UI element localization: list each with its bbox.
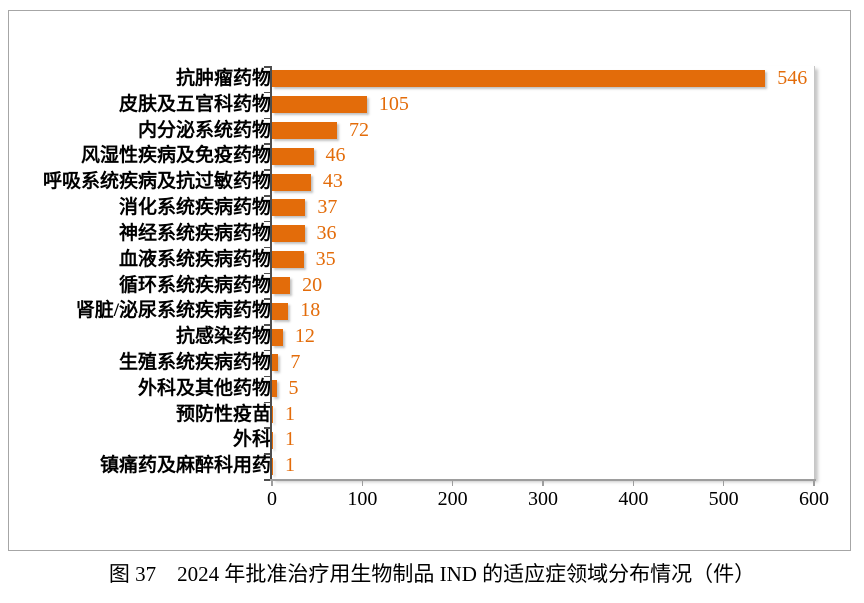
category-axis-labels: 抗肿瘤药物皮肤及五官科药物内分泌系统药物风湿性疾病及免疫药物呼吸系统疾病及抗过敏… bbox=[19, 66, 271, 479]
bar bbox=[272, 96, 367, 114]
bar bbox=[272, 173, 311, 191]
value-label: 18 bbox=[300, 299, 321, 322]
x-axis-tick-label: 200 bbox=[437, 488, 468, 510]
value-label: 37 bbox=[317, 196, 338, 219]
chart-border-box: 抗肿瘤药物皮肤及五官科药物内分泌系统药物风湿性疾病及免疫药物呼吸系统疾病及抗过敏… bbox=[8, 10, 851, 551]
bar bbox=[272, 302, 289, 320]
category-label: 生殖系统疾病药物 bbox=[118, 351, 271, 373]
y-axis-tick bbox=[264, 272, 270, 274]
x-axis-tick-label: 300 bbox=[528, 488, 558, 510]
x-axis-tick bbox=[542, 480, 544, 486]
bar bbox=[272, 251, 304, 269]
y-axis-tick bbox=[264, 375, 270, 378]
y-axis-tick bbox=[264, 117, 270, 120]
value-label: 35 bbox=[315, 247, 336, 270]
y-axis-tick bbox=[264, 401, 270, 404]
bar bbox=[272, 354, 279, 372]
category-label: 神经系统疾病药物 bbox=[118, 222, 271, 244]
x-axis-tick-label: 500 bbox=[708, 488, 739, 510]
x-axis-tick-label: 600 bbox=[799, 488, 829, 510]
x-axis-tick-label: 400 bbox=[618, 488, 649, 510]
x-axis-tick-label: 0 bbox=[267, 488, 277, 510]
category-label: 预防性疫苗 bbox=[175, 403, 271, 425]
bar bbox=[272, 225, 305, 243]
category-label: 抗感染药物 bbox=[175, 326, 271, 348]
y-axis-tick bbox=[264, 427, 270, 429]
x-axis-tick bbox=[813, 480, 815, 486]
value-label: 36 bbox=[316, 221, 337, 244]
value-label: 43 bbox=[322, 170, 343, 193]
bar bbox=[272, 147, 314, 165]
value-label: 46 bbox=[325, 144, 346, 167]
category-label: 循环系统疾病药物 bbox=[118, 274, 271, 296]
y-axis-tick bbox=[264, 169, 270, 171]
x-axis-tick bbox=[632, 480, 635, 486]
y-axis-tick bbox=[264, 324, 270, 326]
category-label: 外科 bbox=[232, 429, 271, 451]
bar bbox=[272, 457, 273, 475]
y-axis-tick bbox=[264, 91, 270, 94]
value-label: 20 bbox=[302, 273, 323, 296]
value-label: 105 bbox=[378, 92, 409, 115]
y-axis-tick bbox=[264, 349, 270, 352]
bar bbox=[272, 199, 306, 217]
category-label: 镇痛药及麻醉科用药 bbox=[99, 455, 271, 477]
category-label: 抗肿瘤药物 bbox=[175, 68, 271, 89]
category-label: 风湿性疾病及免疫药物 bbox=[80, 145, 271, 167]
y-axis-tick bbox=[264, 220, 270, 223]
y-axis-tick bbox=[264, 453, 270, 455]
x-axis-line bbox=[270, 479, 816, 481]
x-axis-tick bbox=[361, 480, 364, 486]
plot-area: 546 105 72 46 43 37 36 35 20 18 12 7 5 1 1 1 bbox=[272, 66, 815, 479]
bar bbox=[272, 276, 291, 294]
y-axis-tick bbox=[264, 195, 270, 197]
x-axis-tick-label: 100 bbox=[347, 488, 378, 510]
category-label: 皮肤及五官科药物 bbox=[118, 93, 271, 115]
bar bbox=[272, 405, 273, 423]
x-axis-tick bbox=[722, 480, 725, 486]
value-label: 5 bbox=[288, 376, 299, 399]
x-axis-tick bbox=[451, 480, 454, 486]
value-label: 12 bbox=[294, 325, 315, 348]
bar bbox=[272, 431, 273, 449]
y-axis-tick bbox=[264, 143, 270, 145]
value-label: 1 bbox=[285, 428, 295, 451]
value-label: 7 bbox=[290, 350, 301, 373]
y-axis-tick bbox=[264, 66, 270, 68]
y-axis-tick bbox=[264, 479, 270, 481]
value-label: 1 bbox=[285, 402, 295, 425]
y-axis-line bbox=[270, 66, 272, 481]
value-label: 1 bbox=[285, 454, 295, 477]
category-label: 血液系统疾病药物 bbox=[118, 248, 271, 270]
bar bbox=[272, 380, 277, 398]
value-label: 546 bbox=[777, 67, 808, 89]
bar bbox=[272, 70, 766, 88]
bar bbox=[272, 328, 283, 346]
category-label: 呼吸系统疾病及抗过敏药物 bbox=[42, 171, 271, 193]
category-label: 内分泌系统药物 bbox=[137, 119, 271, 141]
category-label: 肾脏/泌尿系统疾病药物 bbox=[75, 300, 271, 322]
value-label: 72 bbox=[349, 118, 370, 141]
figure-caption: 图 37 2024 年批准治疗用生物制品 IND 的适应症领域分布情况（件） bbox=[108, 562, 756, 586]
x-axis-tick bbox=[271, 480, 273, 486]
y-axis-tick bbox=[264, 298, 270, 300]
bar bbox=[272, 122, 338, 140]
category-label: 消化系统疾病药物 bbox=[118, 197, 271, 219]
category-label: 外科及其他药物 bbox=[137, 377, 271, 399]
y-axis-tick bbox=[264, 246, 270, 249]
